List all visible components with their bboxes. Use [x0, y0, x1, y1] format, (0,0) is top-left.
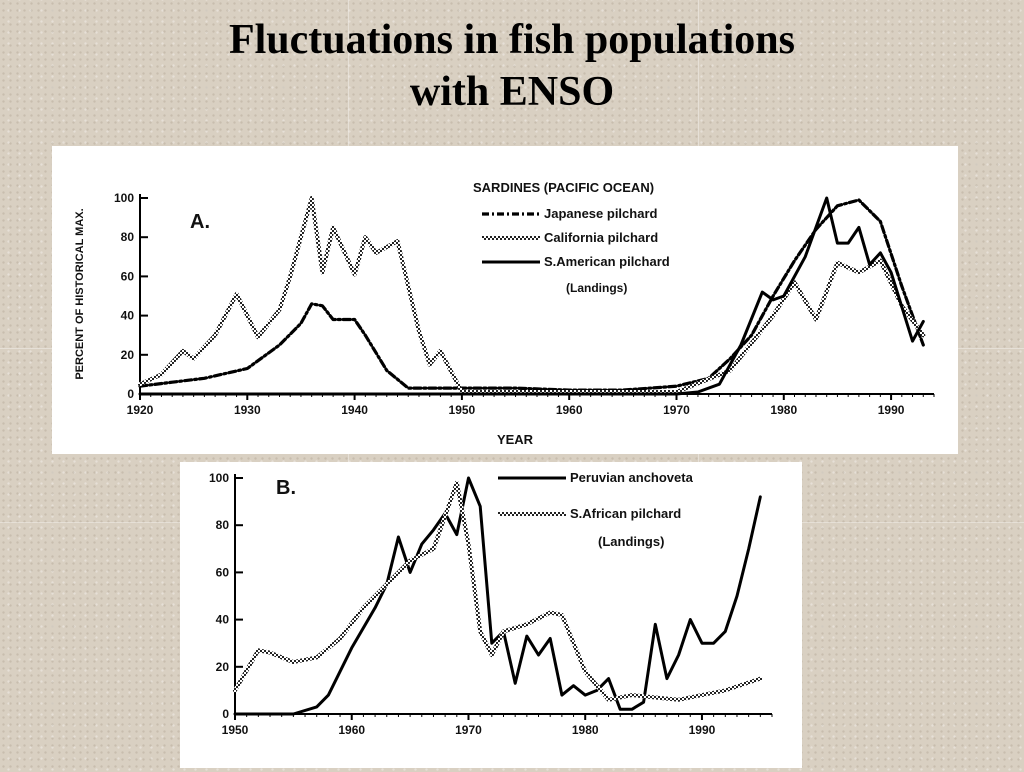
slide-title-line-1: Fluctuations in fish populations — [228, 17, 795, 63]
legend-label-s-american-pilchard: S.American pilchard — [544, 254, 670, 269]
y-tick-label: 20 — [121, 348, 135, 362]
y-tick-label: 100 — [209, 471, 229, 485]
y-tick-label: 40 — [216, 613, 230, 627]
y-tick-label: 0 — [222, 707, 229, 721]
x-tick-label: 1970 — [663, 403, 690, 417]
legend-label-peruvian-anchoveta: Peruvian anchoveta — [570, 470, 694, 485]
series-line-s-american-pilchard — [138, 196, 925, 396]
axes: 0 20 40 60 80 100 1950 1960 1970 1980 1990 — [209, 471, 773, 737]
slide-title: Fluctuations in fish populations with EN… — [0, 14, 1024, 118]
x-tick-label: 1930 — [234, 403, 261, 417]
y-tick-label: 60 — [216, 565, 230, 579]
panel-label: A. — [190, 211, 210, 233]
y-tick-label: 0 — [127, 387, 134, 401]
axes: 0 20 40 60 80 100 1920 1930 1940 1950 1960 1970 1980… — [114, 191, 935, 417]
series-lines — [233, 476, 763, 716]
series-line-california-pilchard — [138, 196, 926, 394]
y-tick-label: 80 — [216, 518, 230, 532]
y-tick-label: 40 — [121, 309, 135, 323]
x-axis-title: YEAR — [497, 432, 534, 447]
chart-panel-b: 0 20 40 60 80 100 1950 1960 1970 1980 1990 B. Peru… — [180, 462, 802, 768]
y-tick-label: 20 — [216, 660, 230, 674]
x-tick-label: 1950 — [222, 723, 249, 737]
y-axis-title: PERCENT OF HISTORICAL MAX. — [74, 208, 86, 379]
series-line-peruvian-anchoveta — [233, 476, 762, 716]
series-line-s-african-pilchard — [233, 480, 763, 702]
x-tick-label: 1940 — [341, 403, 368, 417]
chart-panel-a: 0 20 40 60 80 100 1920 1930 1940 1950 1960 1970 1980… — [52, 146, 958, 454]
legend-label-california-pilchard: California pilchard — [544, 230, 658, 245]
legend-label-s-african-pilchard: S.African pilchard — [570, 506, 681, 521]
panel-label: B. — [276, 477, 296, 499]
y-tick-label: 100 — [114, 191, 134, 205]
legend: Peruvian anchoveta S.African pilchard — [498, 470, 694, 521]
slide-title-line-2: with ENSO — [409, 69, 615, 115]
x-tick-label: 1990 — [689, 723, 716, 737]
anchoveta-chart: 0 20 40 60 80 100 1950 1960 1970 1980 1990 B. Peru… — [209, 470, 773, 737]
legend-note: (Landings) — [598, 534, 664, 549]
x-tick-label: 1920 — [127, 403, 154, 417]
series-lines — [138, 196, 926, 396]
y-tick-label: 80 — [121, 230, 135, 244]
x-tick-label: 1990 — [878, 403, 905, 417]
x-tick-label: 1980 — [770, 403, 797, 417]
legend-note: (Landings) — [566, 281, 627, 295]
legend: Japanese pilchard California pilchard S.Am… — [482, 206, 670, 269]
series-line-japanese-pilchard — [138, 198, 925, 392]
legend-label-japanese-pilchard: Japanese pilchard — [544, 206, 657, 221]
x-tick-label: 1960 — [556, 403, 583, 417]
legend-title: SARDINES (PACIFIC OCEAN) — [473, 180, 654, 195]
y-tick-label: 60 — [121, 269, 135, 283]
sardine-chart: 0 20 40 60 80 100 1920 1930 1940 1950 1960 1970 1980… — [74, 180, 935, 447]
x-tick-label: 1970 — [455, 723, 482, 737]
x-tick-label: 1960 — [338, 723, 365, 737]
x-tick-label: 1950 — [449, 403, 476, 417]
x-tick-label: 1980 — [572, 723, 599, 737]
